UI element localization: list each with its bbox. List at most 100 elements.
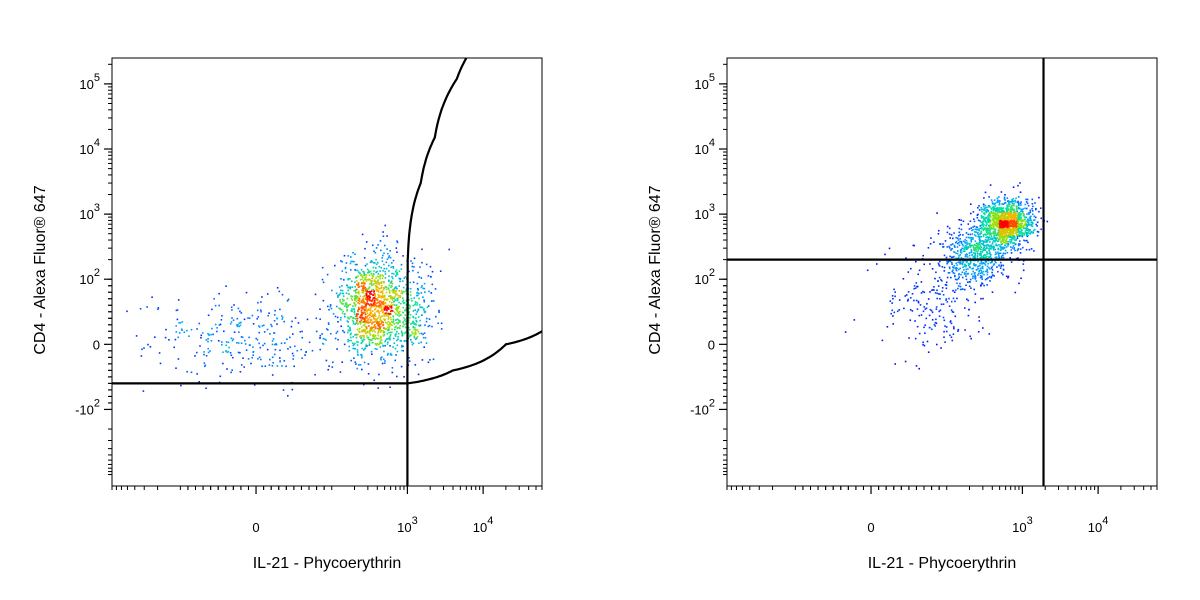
- event-dot: [952, 269, 954, 271]
- event-dot: [1007, 214, 1010, 217]
- event-dot: [353, 343, 356, 346]
- event-dot: [358, 364, 360, 366]
- event-dot: [1034, 228, 1036, 231]
- event-dot: [351, 280, 353, 283]
- event-dot: [423, 300, 426, 303]
- event-dot: [1003, 239, 1005, 241]
- event-dot: [986, 229, 988, 232]
- event-dot: [936, 289, 938, 292]
- event-dot: [381, 277, 384, 279]
- event-dot: [363, 294, 366, 297]
- event-dot: [986, 265, 989, 268]
- event-dot: [1020, 231, 1022, 234]
- event-dot: [180, 384, 182, 387]
- event-dot: [951, 243, 954, 245]
- event-dot: [1002, 246, 1004, 249]
- event-dot: [358, 308, 360, 310]
- event-dot: [976, 256, 979, 258]
- event-dot: [1019, 243, 1021, 246]
- event-dot: [946, 260, 948, 263]
- event-dot: [946, 246, 949, 248]
- event-dot: [374, 335, 376, 338]
- event-dot: [984, 278, 987, 281]
- event-dot: [389, 335, 391, 337]
- event-dot: [1033, 219, 1036, 221]
- gate-curve[interactable]: [406, 58, 468, 384]
- event-dot: [199, 345, 201, 347]
- event-dot: [982, 208, 984, 211]
- event-dot: [306, 318, 309, 321]
- event-dot: [349, 269, 352, 271]
- event-dot: [1014, 223, 1017, 226]
- gate-quadrant[interactable]: [727, 58, 1157, 486]
- event-dot: [364, 298, 367, 300]
- event-dot: [422, 296, 424, 298]
- event-dot: [1004, 239, 1007, 242]
- event-dot: [987, 256, 990, 258]
- event-dot: [1019, 234, 1022, 237]
- event-dot: [391, 302, 393, 304]
- event-dot: [261, 325, 264, 327]
- event-dot: [354, 361, 357, 363]
- event-dot: [422, 309, 425, 311]
- event-dot: [297, 322, 300, 324]
- event-dot: [328, 365, 330, 367]
- event-dot: [374, 280, 376, 283]
- event-dot: [389, 386, 391, 388]
- event-dot: [969, 278, 972, 281]
- event-dot: [218, 340, 220, 342]
- event-dot: [985, 225, 987, 227]
- event-dot: [347, 331, 349, 334]
- event-dot: [965, 232, 968, 234]
- event-dot: [979, 253, 981, 256]
- event-dot: [974, 252, 977, 254]
- event-dot: [364, 276, 367, 279]
- event-dot: [977, 250, 979, 252]
- event-dot: [412, 325, 415, 328]
- event-dot: [339, 371, 342, 373]
- event-dot: [362, 340, 364, 343]
- event-dot: [985, 244, 987, 247]
- event-dot: [361, 308, 364, 310]
- event-dot: [989, 251, 991, 253]
- event-dot: [376, 302, 378, 305]
- event-dot: [993, 240, 996, 243]
- event-dot: [403, 277, 405, 279]
- event-dot: [360, 282, 363, 285]
- event-dot: [1011, 200, 1014, 203]
- event-dot: [923, 263, 925, 266]
- event-dot: [978, 229, 980, 232]
- event-dot: [960, 273, 962, 276]
- gate-curve[interactable]: [112, 330, 542, 385]
- event-dot: [425, 263, 428, 266]
- event-dot: [347, 321, 350, 323]
- event-dot: [357, 291, 360, 294]
- event-dot: [989, 214, 991, 217]
- event-dot: [383, 252, 385, 255]
- event-dot: [990, 228, 992, 230]
- event-dot: [991, 242, 994, 245]
- event-dot: [360, 274, 363, 276]
- event-dot: [311, 349, 314, 352]
- event-dot: [363, 273, 365, 276]
- event-dot: [1028, 230, 1031, 232]
- event-dot: [390, 321, 393, 323]
- event-dot: [231, 309, 233, 311]
- event-dot: [891, 309, 893, 312]
- event-dot: [364, 302, 366, 305]
- event-dot: [999, 208, 1001, 210]
- event-dot: [388, 279, 390, 282]
- event-dot: [993, 263, 995, 265]
- event-dot: [994, 248, 996, 251]
- event-dot: [389, 304, 391, 307]
- event-dot: [1008, 212, 1011, 214]
- event-dot: [384, 321, 387, 324]
- event-dot: [975, 245, 978, 247]
- event-dot: [380, 337, 382, 339]
- event-dot: [1009, 216, 1012, 218]
- event-dot: [371, 284, 373, 287]
- event-dot: [998, 237, 1001, 240]
- event-dot: [892, 297, 894, 300]
- event-dot: [352, 336, 354, 338]
- event-dot: [341, 260, 343, 263]
